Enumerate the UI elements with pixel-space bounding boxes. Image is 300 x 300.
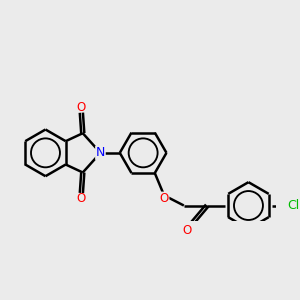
Text: N: N bbox=[96, 146, 105, 159]
Text: O: O bbox=[183, 224, 192, 237]
Text: O: O bbox=[77, 100, 86, 113]
Text: Cl: Cl bbox=[288, 199, 300, 212]
Text: O: O bbox=[77, 192, 86, 205]
Text: O: O bbox=[160, 192, 169, 205]
